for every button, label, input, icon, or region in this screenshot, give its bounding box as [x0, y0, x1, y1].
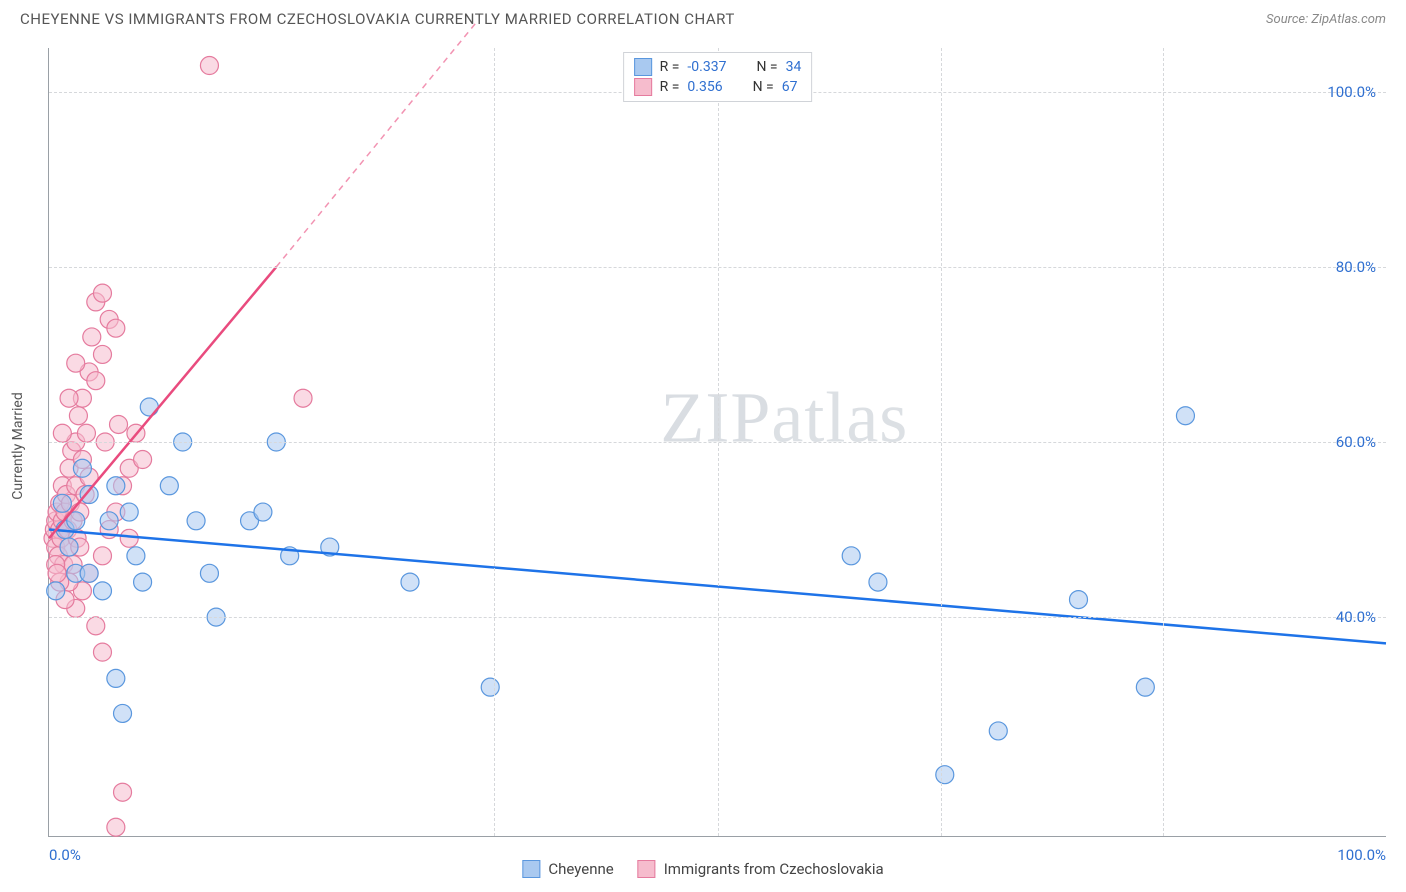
- scatter-point-cheyenne: [134, 573, 152, 591]
- scatter-point-cheyenne: [1069, 591, 1087, 609]
- legend-correlation: R = -0.337 N = 34 R = 0.356 N = 67: [623, 52, 813, 102]
- legend-swatch-pink: [634, 78, 652, 96]
- scatter-point-czech: [114, 783, 132, 801]
- legend-swatch-blue: [522, 860, 540, 878]
- scatter-point-czech: [87, 372, 105, 390]
- scatter-point-cheyenne: [254, 503, 272, 521]
- legend-label: Immigrants from Czechoslovakia: [664, 860, 884, 878]
- scatter-point-cheyenne: [187, 512, 205, 530]
- scatter-point-cheyenne: [160, 477, 178, 495]
- gridline-v: [941, 48, 942, 836]
- scatter-point-cheyenne: [1136, 678, 1154, 696]
- scatter-point-czech: [53, 424, 71, 442]
- y-tick-label: 40.0%: [1336, 608, 1376, 626]
- scatter-point-cheyenne: [401, 573, 419, 591]
- chart-area: ZIPatlas R = -0.337 N = 34 R = 0.356 N =…: [48, 48, 1386, 837]
- legend-item-czech: Immigrants from Czechoslovakia: [638, 860, 884, 878]
- scatter-point-cheyenne: [481, 678, 499, 696]
- x-tick-label: 0.0%: [49, 846, 81, 864]
- legend-series: Cheyenne Immigrants from Czechoslovakia: [522, 860, 883, 878]
- y-axis-label: Currently Married: [10, 392, 26, 499]
- scatter-point-czech: [67, 354, 85, 372]
- legend-swatch-pink: [638, 860, 656, 878]
- scatter-point-czech: [110, 415, 128, 433]
- scatter-point-czech: [294, 389, 312, 407]
- legend-row-cheyenne: R = -0.337 N = 34: [634, 57, 802, 77]
- scatter-point-cheyenne: [114, 704, 132, 722]
- scatter-point-cheyenne: [140, 398, 158, 416]
- source-label: Source: ZipAtlas.com: [1266, 12, 1386, 27]
- scatter-point-cheyenne: [107, 669, 125, 687]
- scatter-point-czech: [134, 451, 152, 469]
- trend-line-czech-extrapolated: [276, 22, 477, 267]
- scatter-point-cheyenne: [1176, 407, 1194, 425]
- scatter-point-czech: [93, 345, 111, 363]
- r-value: -0.337: [687, 59, 726, 75]
- scatter-point-czech: [93, 547, 111, 565]
- legend-label: Cheyenne: [548, 860, 613, 878]
- n-value: 34: [786, 59, 802, 75]
- scatter-point-czech: [48, 564, 66, 582]
- scatter-point-czech: [200, 57, 218, 75]
- scatter-point-cheyenne: [936, 766, 954, 784]
- scatter-point-czech: [93, 284, 111, 302]
- scatter-point-czech: [87, 617, 105, 635]
- n-label: N =: [753, 79, 774, 95]
- n-value: 67: [782, 79, 798, 95]
- scatter-point-cheyenne: [80, 486, 98, 504]
- gridline-v: [718, 48, 719, 836]
- gridline-v: [1163, 48, 1164, 836]
- scatter-point-czech: [107, 818, 125, 836]
- scatter-point-cheyenne: [47, 582, 65, 600]
- r-value: 0.356: [687, 79, 722, 95]
- x-tick-label: 100.0%: [1337, 846, 1386, 864]
- y-tick-label: 80.0%: [1336, 258, 1376, 276]
- scatter-point-czech: [120, 529, 138, 547]
- scatter-point-cheyenne: [73, 459, 91, 477]
- scatter-point-czech: [83, 328, 101, 346]
- y-tick-label: 100.0%: [1327, 83, 1376, 101]
- legend-swatch-blue: [634, 58, 652, 76]
- scatter-point-czech: [107, 319, 125, 337]
- chart-title: CHEYENNE VS IMMIGRANTS FROM CZECHOSLOVAK…: [20, 10, 735, 28]
- scatter-point-cheyenne: [107, 477, 125, 495]
- chart-header: CHEYENNE VS IMMIGRANTS FROM CZECHOSLOVAK…: [0, 0, 1406, 34]
- scatter-point-cheyenne: [93, 582, 111, 600]
- gridline-v: [494, 48, 495, 836]
- r-label: R =: [660, 59, 680, 75]
- n-label: N =: [756, 59, 777, 75]
- legend-item-cheyenne: Cheyenne: [522, 860, 613, 878]
- scatter-point-cheyenne: [60, 538, 78, 556]
- scatter-point-czech: [93, 643, 111, 661]
- scatter-point-cheyenne: [842, 547, 860, 565]
- scatter-point-czech: [69, 407, 87, 425]
- scatter-point-cheyenne: [869, 573, 887, 591]
- scatter-point-cheyenne: [127, 547, 145, 565]
- scatter-point-czech: [60, 389, 78, 407]
- scatter-point-czech: [77, 424, 95, 442]
- scatter-point-cheyenne: [989, 722, 1007, 740]
- scatter-point-cheyenne: [120, 503, 138, 521]
- scatter-point-cheyenne: [53, 494, 71, 512]
- r-label: R =: [660, 79, 680, 95]
- scatter-point-cheyenne: [200, 564, 218, 582]
- legend-row-czech: R = 0.356 N = 67: [634, 77, 802, 97]
- y-tick-label: 60.0%: [1336, 433, 1376, 451]
- scatter-point-cheyenne: [100, 512, 118, 530]
- scatter-point-cheyenne: [80, 564, 98, 582]
